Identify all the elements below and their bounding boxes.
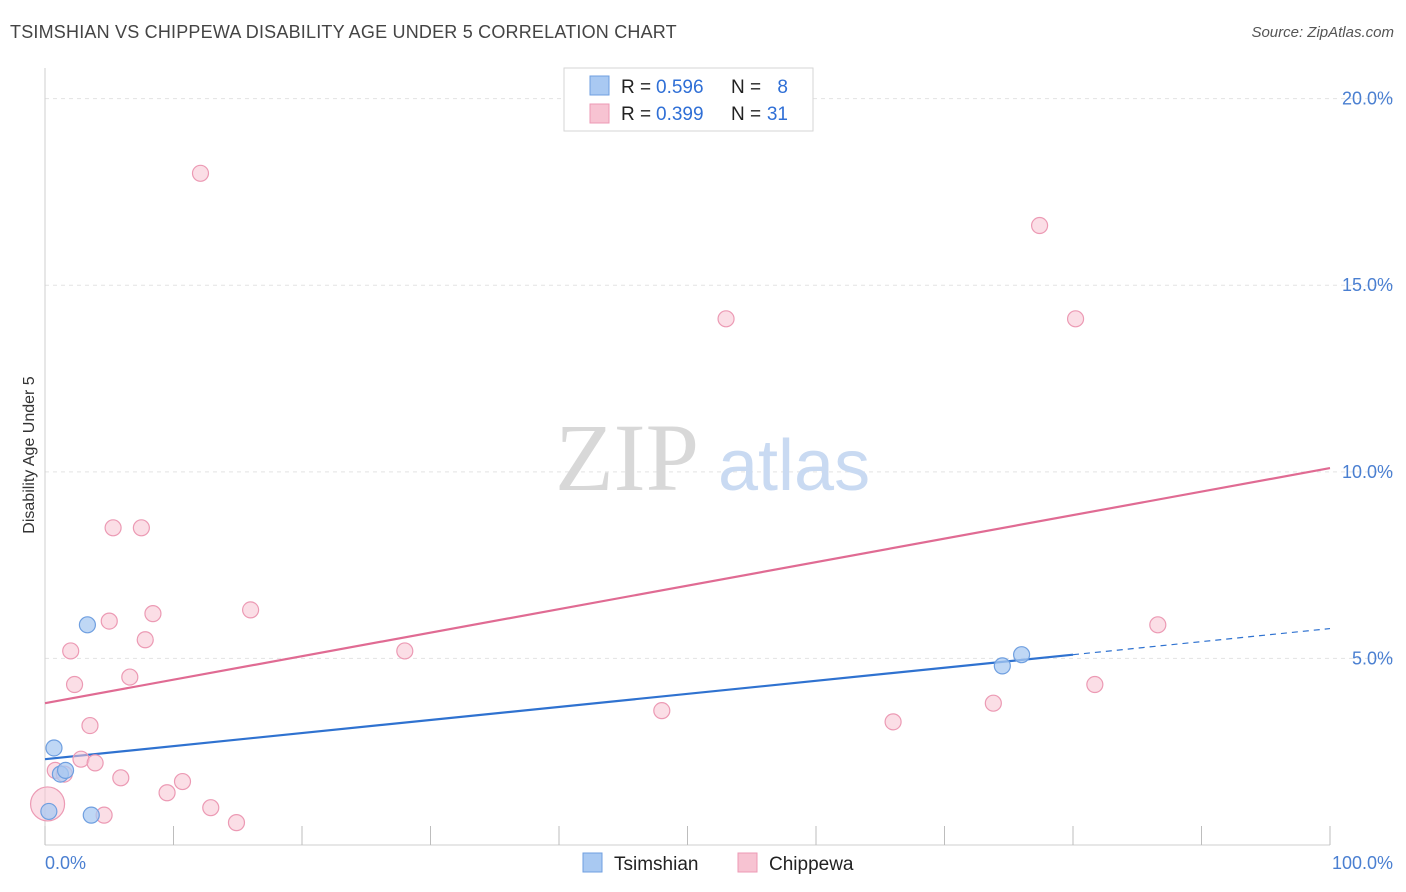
y-tick-label: 20.0% [1342, 89, 1393, 109]
data-point-tsimshian [1012, 646, 1031, 664]
data-point-tsimshian [56, 761, 75, 779]
data-point-chippewa [984, 694, 1002, 712]
y-tick-label: 5.0% [1352, 648, 1393, 668]
data-point-chippewa [72, 750, 90, 768]
bottom-legend-label-tsimshian: Tsimshian [614, 854, 698, 875]
legend-n-value-tsimshian: 8 [777, 77, 788, 98]
legend-r-value-chippewa: 0.399 [656, 104, 704, 125]
data-point-chippewa [396, 642, 414, 660]
bottom-legend: Tsimshian Chippewa [582, 852, 854, 875]
legend-n-label-tsimshian: N = [731, 77, 761, 98]
y-tick-label: 10.0% [1342, 462, 1393, 482]
trend-line-tsimshian [44, 653, 1074, 761]
tick-labels: 5.0% 10.0% 15.0% 20.0% 0.0% 100.0% [45, 89, 1393, 873]
data-point-tsimshian [40, 802, 58, 821]
data-point-chippewa [1149, 616, 1167, 634]
data-point-tsimshian [993, 657, 1011, 675]
data-point-chippewa [884, 713, 902, 731]
legend-box: R = 0.596 N = 8 R = 0.399 N = 31 [563, 67, 814, 132]
data-point-chippewa [136, 631, 154, 649]
trend-line-tsimshian-extension [1072, 627, 1331, 656]
data-point-chippewa [132, 519, 150, 537]
chart-title: TSIMSHIAN VS CHIPPEWA DISABILITY AGE UND… [10, 22, 677, 42]
legend-swatch-chippewa [589, 103, 610, 124]
data-point-chippewa [653, 702, 671, 720]
data-point-chippewa [242, 601, 260, 619]
legend-r-label-chippewa: R = [621, 104, 651, 125]
y-tick-label: 15.0% [1342, 275, 1393, 295]
legend-r-label-tsimshian: R = [621, 77, 651, 98]
legend-n-value-chippewa: 31 [767, 104, 788, 125]
data-point-chippewa [112, 769, 130, 787]
data-point-chippewa [1066, 310, 1085, 328]
y-axis-label: Disability Age Under 5 [21, 376, 38, 534]
axes [44, 68, 1331, 846]
data-point-chippewa [100, 612, 118, 630]
legend-swatch-tsimshian [589, 75, 610, 96]
data-point-tsimshian [45, 739, 63, 757]
watermark-zip: ZIP [555, 404, 699, 511]
trend-lines [44, 467, 1331, 761]
data-point-chippewa [717, 310, 735, 328]
data-point-tsimshian [78, 616, 97, 634]
data-point-chippewa [144, 605, 162, 623]
data-point-chippewa [121, 668, 139, 686]
legend-n-label-chippewa: N = [731, 104, 761, 125]
data-point-tsimshian [82, 806, 100, 824]
data-point-chippewa [1086, 675, 1104, 694]
data-point-chippewa [227, 814, 246, 832]
watermark-atlas: atlas [718, 426, 870, 506]
bottom-legend-label-chippewa: Chippewa [769, 854, 854, 875]
data-point-chippewa [86, 754, 104, 772]
source-label: Source: ZipAtlas.com [1251, 24, 1394, 41]
data-point-chippewa [104, 519, 122, 537]
data-point-chippewa [1030, 216, 1049, 235]
data-point-chippewa [202, 799, 220, 817]
x-tick-label: 100.0% [1332, 853, 1393, 873]
data-point-chippewa [65, 675, 84, 694]
trend-line-chippewa [44, 467, 1331, 705]
data-point-chippewa [191, 164, 210, 182]
legend-r-value-tsimshian: 0.596 [656, 77, 704, 98]
x-tick-label: 0.0% [45, 853, 86, 873]
data-point-chippewa [62, 642, 80, 660]
data-point-chippewa [173, 772, 192, 791]
data-point-chippewa [81, 716, 99, 735]
bottom-legend-swatch-chippewa [737, 852, 758, 873]
data-points [29, 164, 1167, 832]
data-point-chippewa [158, 784, 176, 802]
grid-lines [45, 98, 1395, 659]
bottom-legend-swatch-tsimshian [582, 852, 603, 873]
